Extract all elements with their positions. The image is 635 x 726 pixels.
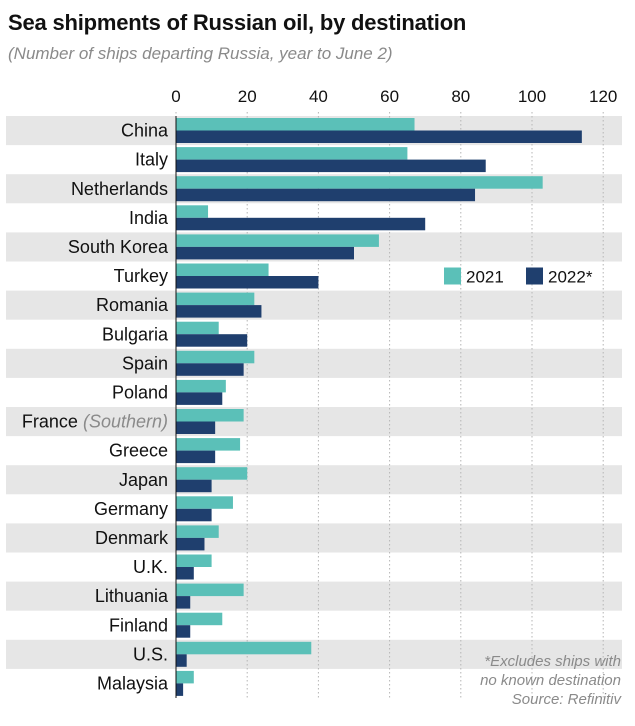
chart-title: Sea shipments of Russian oil, by destina… [8, 10, 467, 35]
bar-2021-japan [176, 467, 248, 480]
category-label: Greece [109, 441, 168, 461]
bar-2022-lithuania [176, 596, 191, 609]
bar-2021-malaysia [176, 670, 194, 684]
bar-2021-germany [176, 496, 233, 509]
category-label: South Korea [68, 237, 169, 257]
bar-2022-italy [176, 159, 486, 173]
x-tick-label: 80 [451, 87, 470, 106]
row-band [6, 407, 622, 437]
bar-2022-bulgaria [176, 334, 248, 347]
row-band [6, 639, 622, 669]
category-label: Denmark [95, 528, 169, 548]
category-label: Italy [135, 150, 168, 170]
bar-2021-turkey [176, 263, 269, 276]
bar-2021-u-s- [176, 641, 312, 655]
category-label: Bulgaria [102, 324, 169, 344]
x-tick-label: 120 [589, 87, 617, 106]
legend-label: 2022* [548, 268, 593, 287]
x-tick-label: 100 [518, 87, 546, 106]
bar-2021-greece [176, 438, 241, 451]
bar-2021-france [176, 409, 244, 422]
bar-2022-u-k- [176, 567, 194, 580]
legend-swatch-2022 [526, 267, 543, 285]
bar-2021-spain [176, 350, 255, 364]
category-label: India [129, 208, 169, 228]
x-tick-label: 40 [309, 87, 328, 106]
bar-2022-spain [176, 363, 244, 376]
bar-2022-u-s- [176, 654, 187, 667]
category-label: U.K. [133, 557, 168, 577]
category-label: Turkey [114, 266, 168, 286]
row-band [6, 581, 622, 611]
bar-2021-bulgaria [176, 321, 219, 335]
footnote-line-1: *Excludes ships with [484, 653, 621, 670]
footnote: *Excludes ships with no known destinatio… [480, 652, 621, 709]
bar-2021-china [176, 118, 415, 131]
bar-2022-finland [176, 625, 191, 638]
category-label: U.S. [133, 644, 168, 664]
source-note: Source: Refinitiv [511, 691, 621, 708]
x-tick-label: 20 [238, 87, 257, 106]
bar-2022-germany [176, 508, 212, 522]
bar-2021-lithuania [176, 583, 244, 597]
category-label: Romania [96, 295, 169, 315]
x-tick-label: 60 [380, 87, 399, 106]
bar-2022-poland [176, 392, 223, 405]
x-tick-label: 0 [171, 87, 180, 106]
category-label: Finland [109, 615, 168, 635]
bar-2022-france [176, 421, 216, 434]
row-band [6, 465, 622, 495]
chart-subtitle: (Number of ships departing Russia, year … [8, 44, 393, 63]
bar-2022-greece [176, 450, 216, 464]
category-label: Netherlands [71, 179, 168, 199]
bar-2021-italy [176, 147, 408, 160]
category-label: Japan [119, 470, 168, 490]
bar-2021-u-k- [176, 554, 212, 567]
bar-2022-japan [176, 479, 212, 493]
category-label: Poland [112, 382, 168, 402]
bar-2022-turkey [176, 276, 319, 289]
row-band [6, 290, 622, 320]
row-band [6, 523, 622, 553]
bar-2022-china [176, 130, 582, 143]
bar-2021-romania [176, 292, 255, 306]
bar-2021-denmark [176, 525, 219, 538]
category-label: Spain [122, 353, 168, 373]
bar-2022-south-korea [176, 246, 354, 260]
category-label: France (Southern) [22, 412, 168, 432]
bar-2022-malaysia [176, 683, 184, 696]
legend-label: 2021 [466, 268, 504, 287]
category-label: Germany [94, 499, 168, 519]
bar-2021-netherlands [176, 176, 543, 189]
category-label: China [121, 121, 169, 141]
category-label: Lithuania [95, 586, 169, 606]
bar-2022-india [176, 217, 426, 231]
row-band [6, 348, 622, 378]
category-label: Malaysia [97, 673, 169, 693]
bar-2022-denmark [176, 537, 205, 551]
bar-2022-romania [176, 305, 262, 318]
bar-2021-finland [176, 612, 223, 626]
bar-2021-south-korea [176, 234, 379, 247]
legend-swatch-2021 [444, 267, 461, 285]
bar-2021-poland [176, 379, 226, 393]
bar-2022-netherlands [176, 188, 476, 202]
footnote-line-2: no known destination [480, 672, 621, 689]
bar-2021-india [176, 205, 209, 218]
